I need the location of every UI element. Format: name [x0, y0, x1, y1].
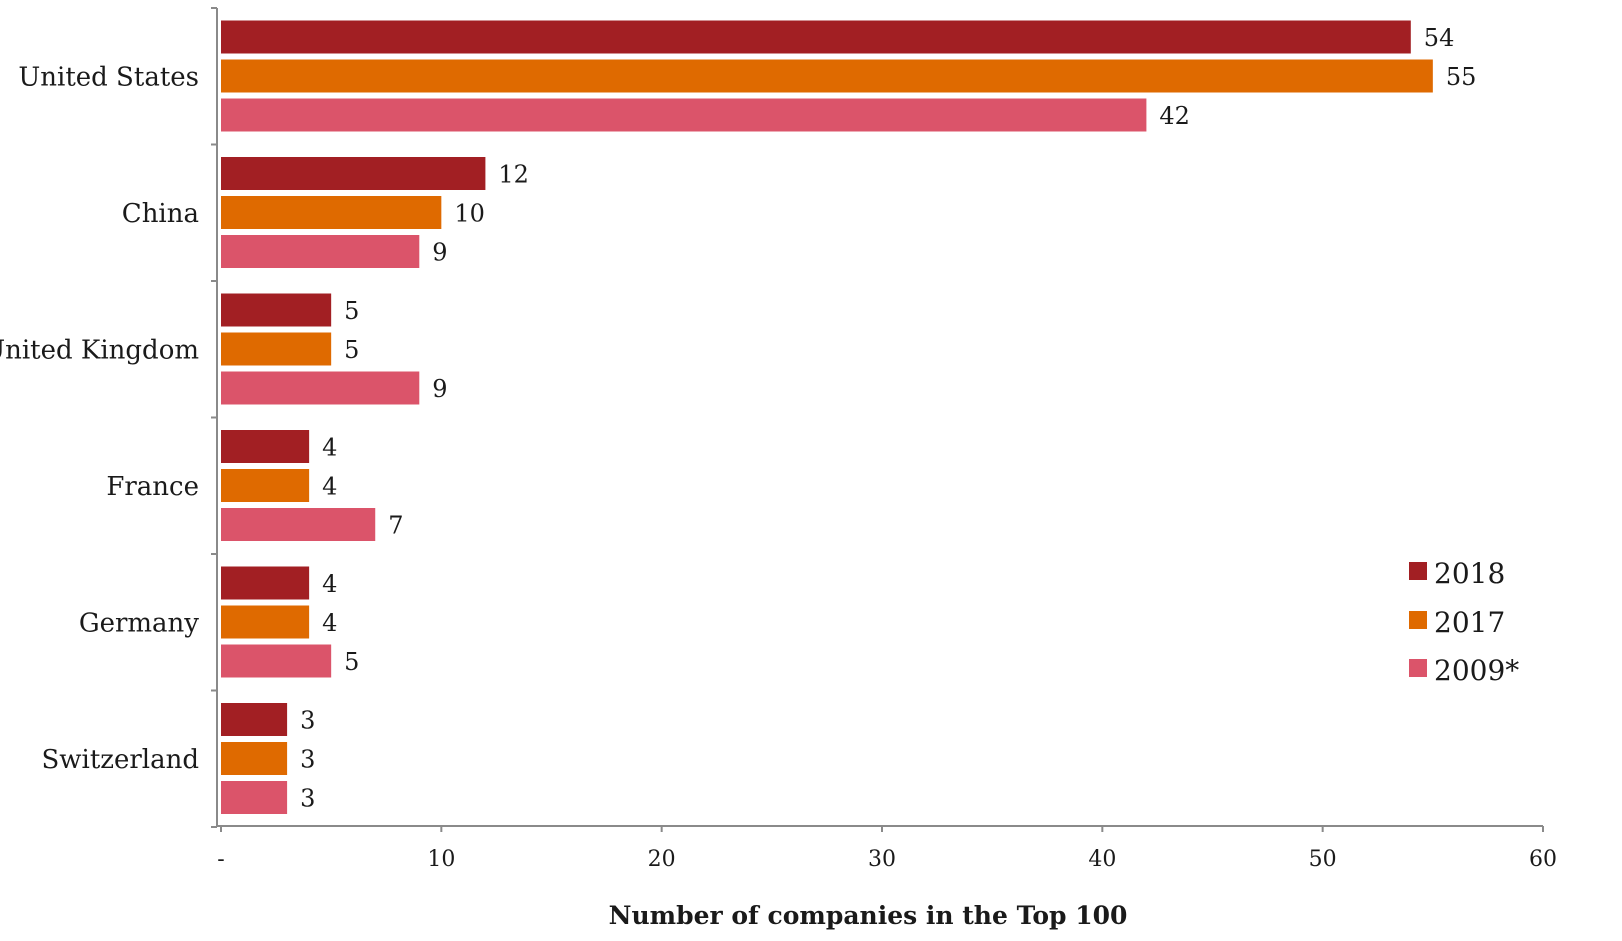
bar — [221, 781, 288, 814]
category-label: France — [106, 472, 199, 502]
bar — [221, 566, 310, 600]
bar — [221, 98, 1147, 132]
category-label: United Kingdom — [0, 335, 199, 365]
data-label: 42 — [1159, 102, 1190, 130]
data-label: 3 — [300, 746, 315, 774]
x-tick-label: 10 — [427, 847, 455, 872]
bars-layer — [221, 20, 1433, 814]
legend-swatch — [1409, 659, 1427, 677]
bar — [221, 371, 420, 405]
legend-label: 2018 — [1434, 557, 1505, 590]
bar — [221, 20, 1411, 54]
data-label: 4 — [322, 473, 337, 501]
x-tick-label: 50 — [1309, 847, 1337, 872]
data-label: 4 — [322, 570, 337, 598]
data-label: 12 — [498, 161, 529, 189]
bar — [221, 742, 288, 775]
data-label: 55 — [1446, 63, 1477, 91]
bar — [221, 157, 486, 190]
bar — [221, 508, 376, 541]
data-label: 3 — [300, 785, 315, 813]
data-label: 3 — [300, 707, 315, 735]
x-axis-title: Number of companies in the Top 100 — [609, 901, 1128, 930]
legend: 2018 2017 2009* — [1409, 557, 1519, 687]
axes-layer — [211, 7, 1544, 832]
category-label: United States — [18, 62, 199, 92]
x-tick-label: 60 — [1529, 847, 1557, 872]
bar — [221, 605, 310, 639]
bar — [221, 235, 420, 268]
x-tick-label: - — [217, 847, 224, 872]
data-label: 5 — [344, 297, 359, 325]
bar — [221, 703, 288, 736]
bar — [221, 469, 310, 502]
bar — [221, 644, 332, 678]
x-tick-label: 30 — [868, 847, 896, 872]
bar — [221, 332, 332, 366]
bar — [221, 196, 442, 229]
data-label: 9 — [432, 239, 447, 267]
legend-label: 2009* — [1434, 654, 1519, 687]
data-label: 54 — [1424, 24, 1455, 52]
bar — [221, 430, 310, 463]
category-label: China — [122, 199, 199, 229]
data-label: 9 — [432, 375, 447, 403]
x-tick-label: 20 — [648, 847, 676, 872]
category-label: Switzerland — [41, 745, 199, 775]
data-label: 5 — [344, 648, 359, 676]
data-label: 5 — [344, 336, 359, 364]
data-label: 4 — [322, 434, 337, 462]
legend-swatch — [1409, 562, 1427, 580]
x-tick-label: 40 — [1088, 847, 1116, 872]
legend-swatch — [1409, 611, 1427, 629]
bar — [221, 59, 1433, 93]
data-label: 7 — [388, 512, 403, 540]
data-label: 4 — [322, 609, 337, 637]
category-label: Germany — [79, 608, 199, 638]
legend-label: 2017 — [1434, 606, 1505, 639]
data-label: 10 — [454, 200, 485, 228]
bar — [221, 293, 332, 327]
